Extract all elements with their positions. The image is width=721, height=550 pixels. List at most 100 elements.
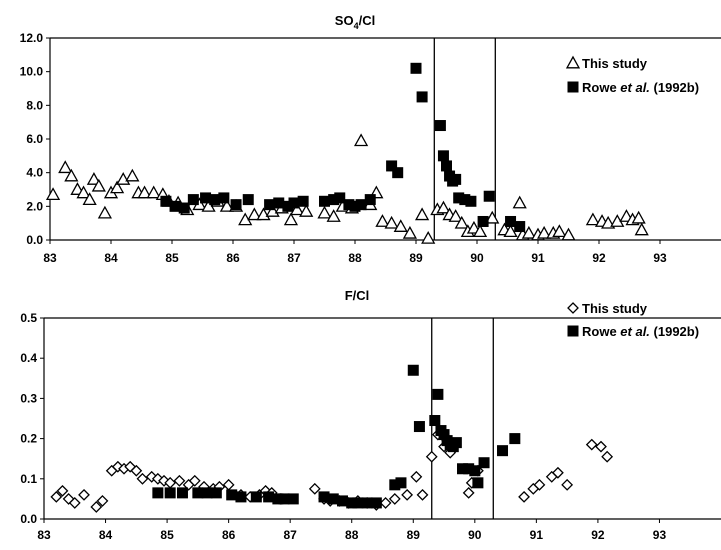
data-point xyxy=(273,197,285,209)
x-tick-label: 89 xyxy=(409,251,423,265)
data-point xyxy=(485,210,500,224)
legend: This study Rowe et al. (1992b) xyxy=(565,55,699,95)
data-point xyxy=(282,200,294,212)
data-point xyxy=(58,160,73,174)
x-tick-label: 91 xyxy=(531,251,545,265)
x-tick-label: 84 xyxy=(99,528,113,542)
y-tick-label: 0.5 xyxy=(20,311,37,325)
data-point xyxy=(469,465,481,477)
x-tick-label: 87 xyxy=(284,528,298,542)
data-point xyxy=(401,488,414,501)
data-point xyxy=(472,224,488,238)
x-tick-label: 85 xyxy=(160,528,174,542)
data-point xyxy=(346,497,358,509)
data-point xyxy=(299,204,314,217)
data-point xyxy=(552,224,567,238)
data-point xyxy=(355,199,367,211)
data-point xyxy=(533,478,546,491)
data-point xyxy=(317,205,332,219)
data-point xyxy=(173,474,186,487)
data-point xyxy=(169,200,181,212)
series-2 xyxy=(160,62,526,233)
data-point xyxy=(230,199,242,211)
data-point xyxy=(585,438,598,451)
data-point xyxy=(421,230,436,244)
data-point xyxy=(164,487,176,499)
x-tick-label: 92 xyxy=(592,251,606,265)
data-point xyxy=(425,450,438,463)
data-point xyxy=(272,493,284,505)
data-point xyxy=(561,478,574,491)
legend-label: This study xyxy=(582,301,648,316)
data-point xyxy=(437,150,449,162)
data-point xyxy=(395,477,407,489)
y-tick-label: 8.0 xyxy=(26,98,43,112)
data-point xyxy=(450,173,462,185)
data-point xyxy=(235,491,247,503)
data-point xyxy=(595,440,607,453)
data-point xyxy=(429,415,441,427)
data-point xyxy=(477,215,489,227)
data-point xyxy=(242,194,254,206)
data-point xyxy=(328,194,340,206)
x-tick-label: 84 xyxy=(104,251,118,265)
x-tick-label: 90 xyxy=(468,528,482,542)
data-point xyxy=(318,491,330,503)
data-point xyxy=(109,180,125,194)
data-point xyxy=(263,491,275,503)
y-tick-label: 6.0 xyxy=(26,132,43,146)
data-point xyxy=(176,487,188,499)
x-tick-label: 83 xyxy=(37,528,51,542)
data-point xyxy=(256,207,271,221)
chart-title: SO4/Cl xyxy=(335,13,375,31)
data-point xyxy=(392,167,404,179)
x-tick-label: 92 xyxy=(591,528,605,542)
data-point xyxy=(178,202,190,214)
data-point xyxy=(518,490,530,503)
data-point xyxy=(116,172,131,185)
data-point xyxy=(130,464,143,477)
chart-panel-2: F/Cl 0.0 0.1 0.2 0.3 0.4 0.5 83 84 85 86 87 88 89 90 91… xyxy=(20,288,721,542)
data-point xyxy=(450,437,462,449)
x-tick-label: 93 xyxy=(653,251,667,265)
data-point xyxy=(352,497,364,509)
data-point xyxy=(288,197,300,209)
data-point xyxy=(514,221,526,233)
data-point xyxy=(434,120,446,132)
data-point xyxy=(76,185,91,199)
data-point xyxy=(414,207,430,221)
x-tick-label: 83 xyxy=(43,251,57,265)
data-point xyxy=(264,199,276,211)
data-point xyxy=(388,492,401,505)
data-point xyxy=(631,210,646,224)
data-point xyxy=(601,450,614,463)
data-point xyxy=(521,225,536,239)
data-point xyxy=(441,160,452,172)
data-point xyxy=(505,215,517,227)
data-point xyxy=(287,493,299,505)
data-point xyxy=(219,198,235,212)
data-point xyxy=(448,209,463,222)
data-point xyxy=(361,497,373,509)
data-point xyxy=(536,225,552,239)
x-tick-label: 91 xyxy=(530,528,544,542)
data-point xyxy=(218,192,230,204)
legend-marker xyxy=(567,81,579,93)
data-point xyxy=(56,484,69,497)
data-point xyxy=(634,222,649,236)
data-point xyxy=(247,207,262,221)
data-point xyxy=(509,433,521,445)
data-point xyxy=(453,192,465,204)
data-point xyxy=(478,457,490,469)
data-point xyxy=(410,62,422,74)
legend-label: Rowe et al. (1992b) xyxy=(582,80,699,95)
legend: This study Rowe et al. (1992b) xyxy=(567,301,699,339)
data-point xyxy=(137,185,152,199)
data-point xyxy=(454,215,469,229)
data-point xyxy=(289,202,305,216)
data-point xyxy=(64,168,79,182)
data-point xyxy=(407,364,419,376)
data-point xyxy=(389,479,401,491)
data-point xyxy=(125,168,140,182)
data-point xyxy=(503,224,518,238)
